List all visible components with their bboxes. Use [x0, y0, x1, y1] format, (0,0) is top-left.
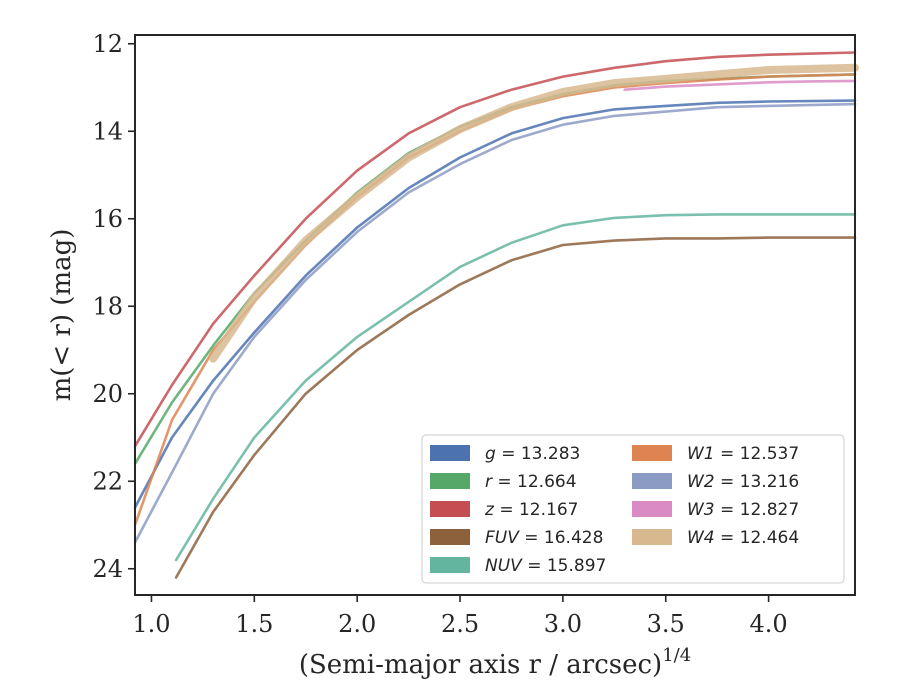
legend-band-name: NUV — [485, 556, 523, 576]
x-axis-label: (Semi-major axis r / arcsec)1/4 — [299, 645, 691, 680]
legend-band-name: FUV — [485, 528, 520, 548]
legend-label-r: r = 12.664 — [485, 472, 577, 492]
series-line-g — [133, 99, 857, 509]
x-tick-label: 1.5 — [235, 610, 273, 638]
y-tick-label: 16 — [92, 205, 123, 233]
y-axis-label: m(< r) (mag) — [47, 229, 77, 402]
legend-band-name: W1 — [687, 444, 715, 464]
legend-label-fuv: FUV = 16.428 — [485, 528, 603, 548]
legend-swatch-fuv — [430, 529, 470, 545]
legend-band-value: = 13.283 — [496, 444, 581, 464]
y-tick-label: 22 — [92, 467, 123, 495]
y-tick-label: 12 — [92, 30, 123, 58]
legend-label-w1: W1 = 12.537 — [687, 444, 799, 464]
legend-band-value: = 16.428 — [519, 528, 604, 548]
x-tick-label: 4.0 — [750, 610, 788, 638]
x-tick-label: 2.0 — [338, 610, 376, 638]
legend-band-value: = 12.167 — [494, 500, 579, 520]
series-layer — [133, 51, 859, 579]
y-tick-label: 20 — [92, 380, 123, 408]
legend-band-value: = 12.537 — [715, 444, 800, 464]
legend-swatch-r — [430, 473, 470, 489]
legend-swatch-g — [430, 445, 470, 461]
y-axis: 12 14 16 18 20 22 24 — [92, 30, 135, 583]
legend-swatch-w2 — [632, 473, 672, 489]
legend-band-name: g — [485, 444, 496, 464]
series-line-w2 — [133, 102, 857, 544]
series-line-z — [133, 51, 857, 448]
legend-swatch-w3 — [632, 501, 672, 517]
legend-swatch-w4 — [632, 529, 672, 545]
series-line-fuv — [174, 236, 857, 579]
legend-band-name: z — [484, 500, 495, 520]
series-line-nuv — [174, 213, 857, 562]
legend-band-name: W2 — [687, 472, 715, 492]
x-tick-label: 3.0 — [544, 610, 582, 638]
legend-label-nuv: NUV = 15.897 — [485, 556, 606, 576]
legend-label-w4: W4 = 12.464 — [687, 528, 799, 548]
legend-swatch-z — [430, 501, 470, 517]
legend-label-w3: W3 = 12.827 — [687, 500, 799, 520]
x-axis-label-power: 1/4 — [662, 645, 691, 666]
legend-band-name: r — [485, 472, 493, 492]
legend-band-value: = 13.216 — [715, 472, 800, 492]
legend-band-value: = 12.827 — [715, 500, 800, 520]
legend-band-name: W3 — [687, 500, 715, 520]
y-tick-label: 14 — [92, 117, 123, 145]
x-tick-label: 1.0 — [132, 610, 170, 638]
plot-frame — [134, 34, 856, 596]
y-tick-label: 18 — [92, 292, 123, 320]
legend-swatch-w1 — [632, 445, 672, 461]
legend-band-name: W4 — [687, 528, 715, 548]
x-tick-label: 2.5 — [441, 610, 479, 638]
y-tick-label: 24 — [92, 555, 123, 583]
series-line-w4 — [209, 63, 859, 363]
legend-label-w2: W2 = 13.216 — [687, 472, 799, 492]
legend-band-value: = 12.464 — [715, 528, 800, 548]
legend-band-value: = 15.897 — [522, 556, 607, 576]
legend-label-z: z = 12.167 — [484, 500, 578, 520]
x-axis: 1.0 1.5 2.0 2.5 3.0 3.5 4.0 — [132, 595, 788, 638]
x-tick-label: 3.5 — [647, 610, 685, 638]
legend-label-g: g = 13.283 — [485, 444, 580, 464]
legend-swatch-nuv — [430, 557, 470, 573]
legend-band-value: = 12.664 — [492, 472, 577, 492]
x-axis-label-main: (Semi-major axis r / arcsec) — [299, 650, 662, 680]
series-line-w3 — [623, 79, 857, 91]
